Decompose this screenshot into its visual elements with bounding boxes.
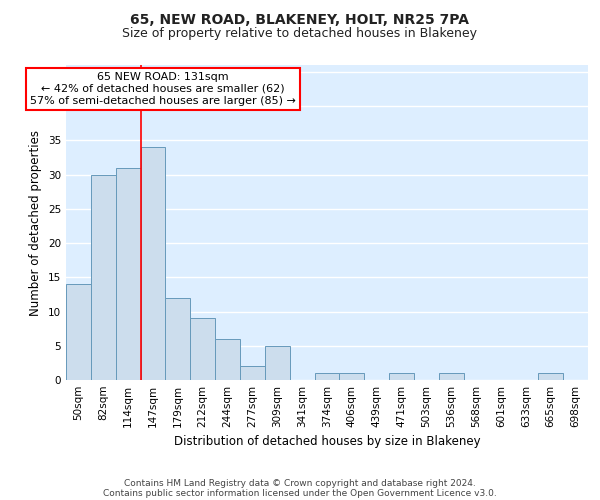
Bar	[215, 339, 240, 380]
Bar	[439, 373, 464, 380]
Bar	[538, 373, 563, 380]
Y-axis label: Number of detached properties: Number of detached properties	[29, 130, 43, 316]
Text: Contains HM Land Registry data © Crown copyright and database right 2024.: Contains HM Land Registry data © Crown c…	[124, 478, 476, 488]
Bar	[166, 298, 190, 380]
Bar	[190, 318, 215, 380]
Bar	[91, 174, 116, 380]
Text: Size of property relative to detached houses in Blakeney: Size of property relative to detached ho…	[122, 28, 478, 40]
Bar	[265, 346, 290, 380]
Bar	[66, 284, 91, 380]
Bar	[240, 366, 265, 380]
Text: Contains public sector information licensed under the Open Government Licence v3: Contains public sector information licen…	[103, 488, 497, 498]
X-axis label: Distribution of detached houses by size in Blakeney: Distribution of detached houses by size …	[173, 436, 481, 448]
Bar	[140, 147, 166, 380]
Bar	[314, 373, 340, 380]
Bar	[116, 168, 140, 380]
Bar	[340, 373, 364, 380]
Text: 65, NEW ROAD, BLAKENEY, HOLT, NR25 7PA: 65, NEW ROAD, BLAKENEY, HOLT, NR25 7PA	[131, 12, 470, 26]
Text: 65 NEW ROAD: 131sqm
← 42% of detached houses are smaller (62)
57% of semi-detach: 65 NEW ROAD: 131sqm ← 42% of detached ho…	[30, 72, 296, 106]
Bar	[389, 373, 414, 380]
